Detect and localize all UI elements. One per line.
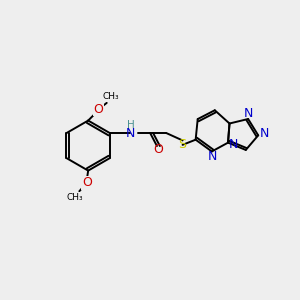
Text: O: O [82,176,92,190]
Text: N: N [126,127,135,140]
Text: CH₃: CH₃ [103,92,119,101]
Text: O: O [94,103,103,116]
Text: N: N [260,128,269,140]
Text: N: N [229,139,238,152]
Text: CH₃: CH₃ [67,193,83,202]
Text: O: O [154,143,164,156]
Text: N: N [208,150,217,163]
Text: H: H [127,120,134,130]
Text: N: N [244,106,253,120]
Text: S: S [178,138,187,151]
